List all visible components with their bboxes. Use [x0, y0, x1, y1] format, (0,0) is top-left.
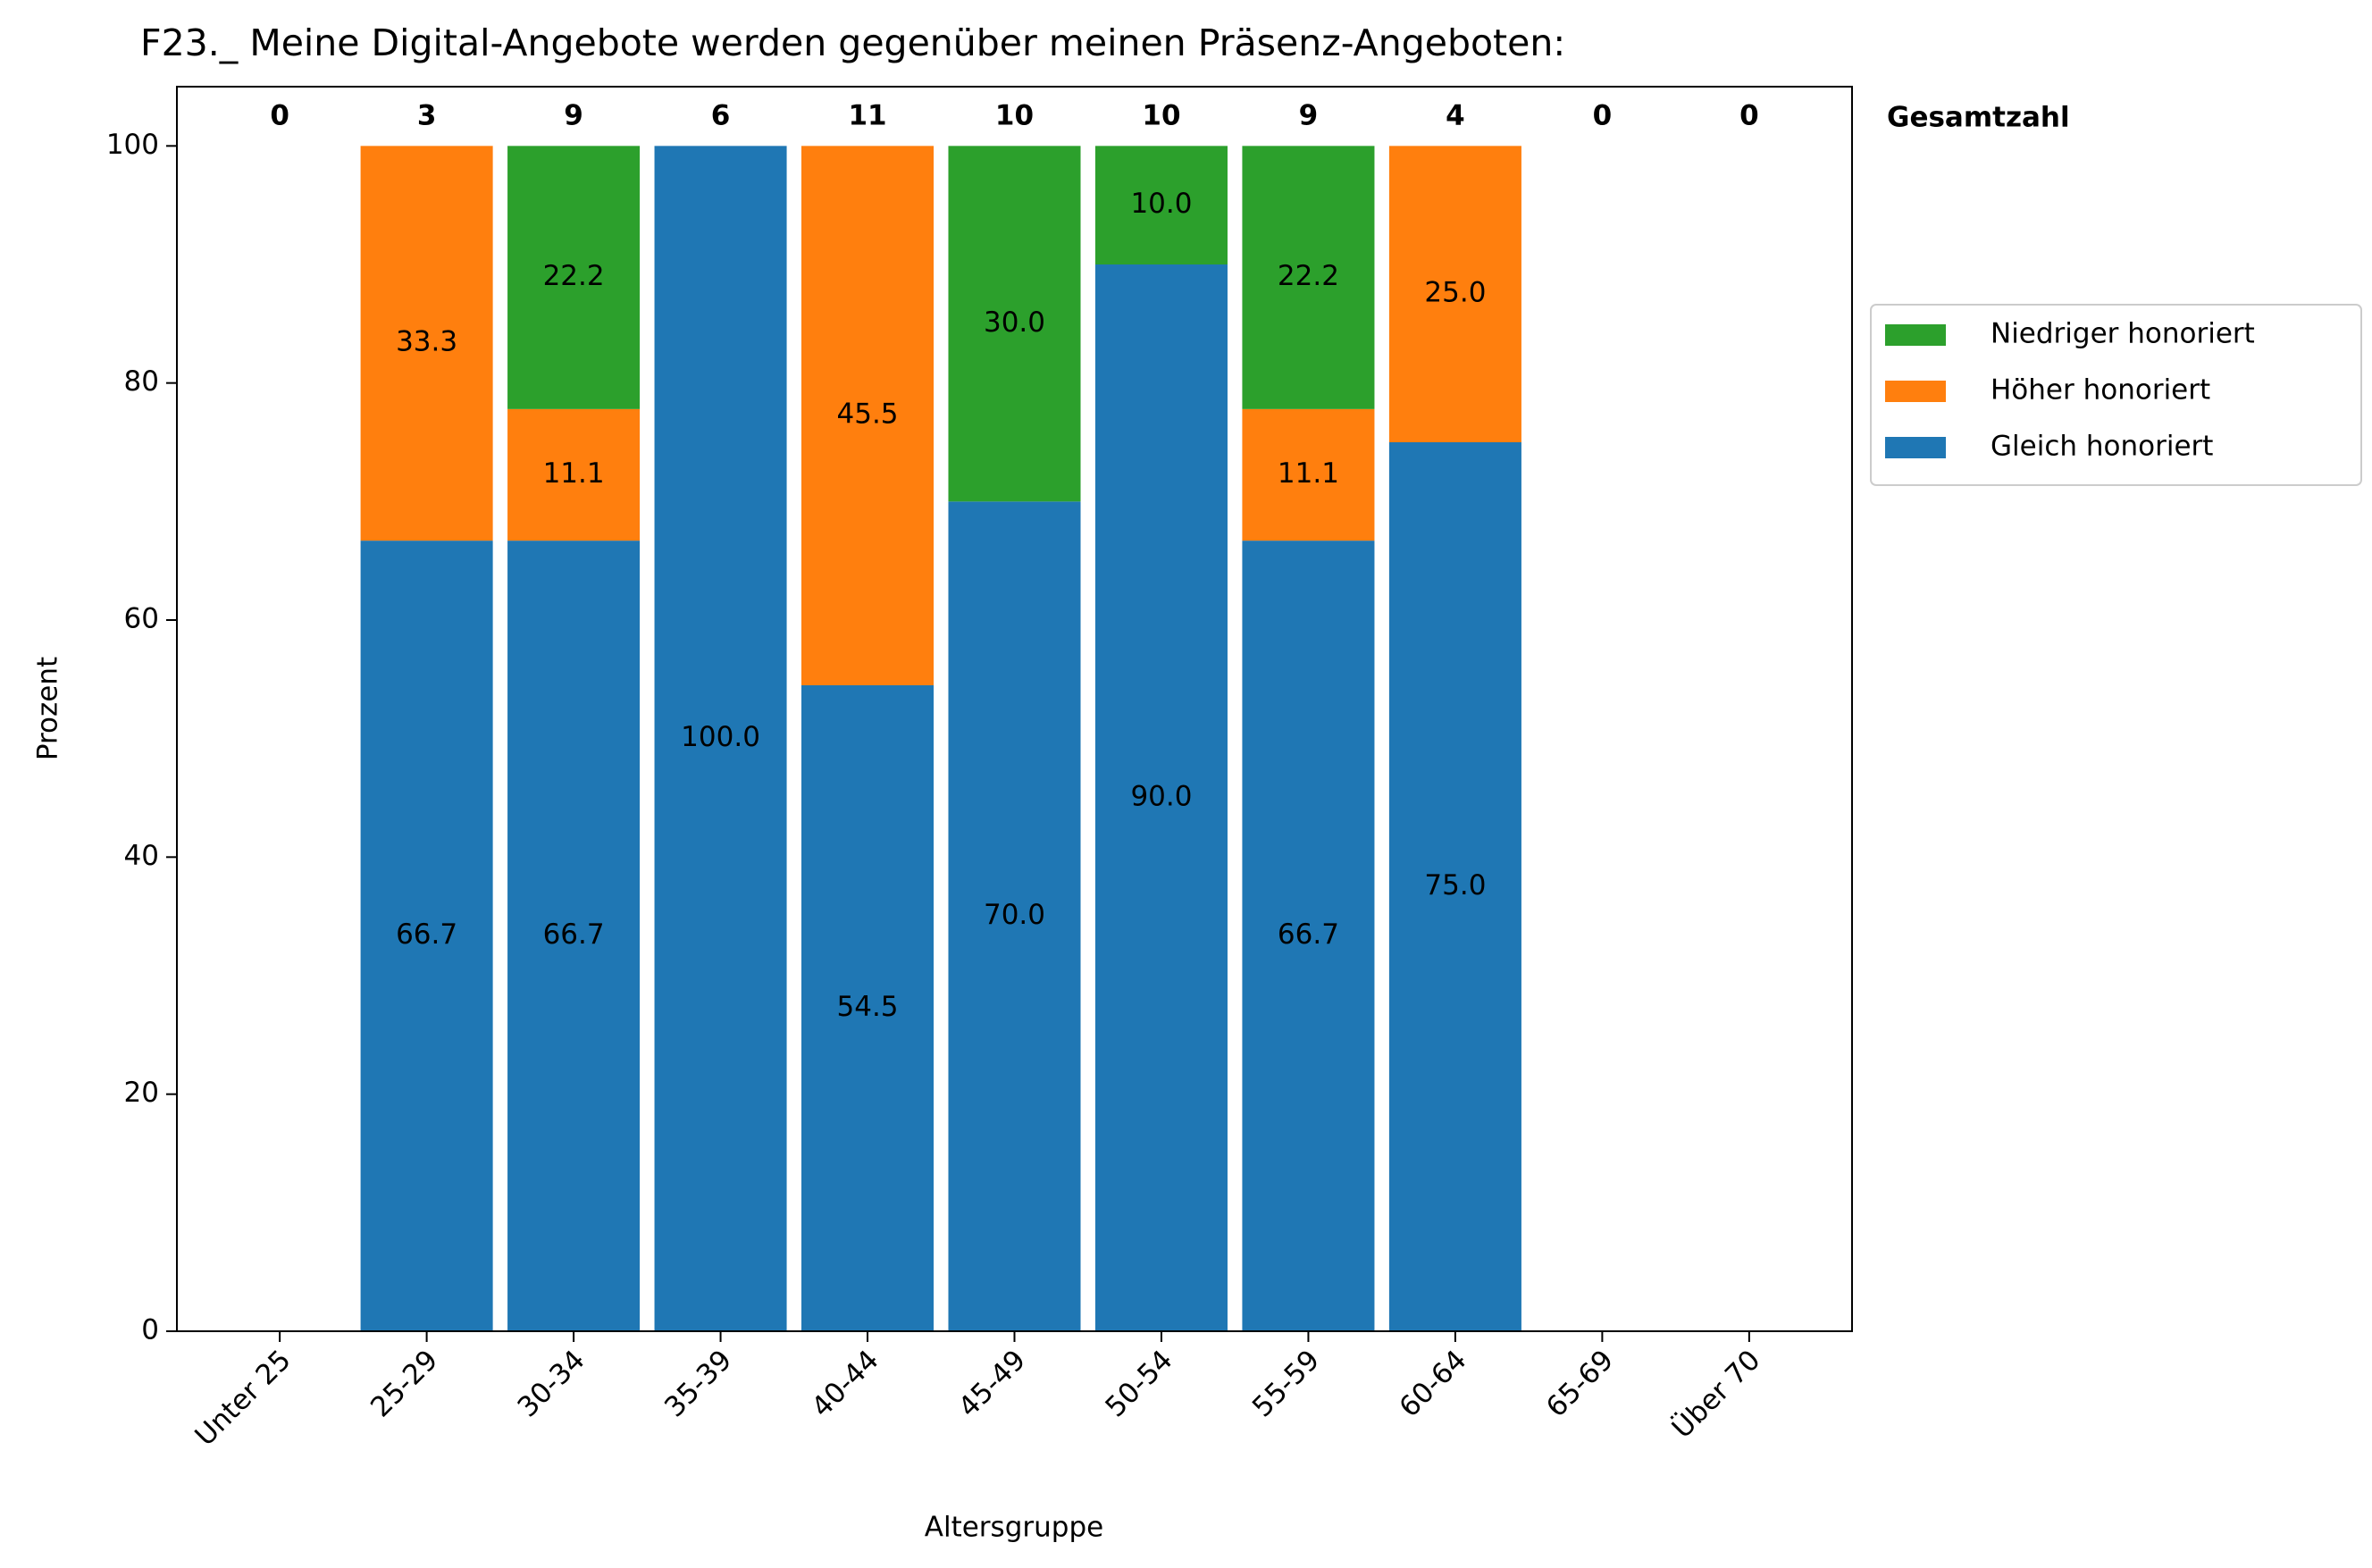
total-label: 0 — [1593, 100, 1613, 132]
bar-segment — [1094, 264, 1228, 1331]
total-label: 9 — [1299, 100, 1319, 132]
y-tick-label: 100 — [106, 129, 159, 161]
total-label: 0 — [1739, 100, 1759, 132]
bar-segment — [1242, 408, 1375, 541]
total-label: 0 — [270, 100, 289, 132]
data-label: 30.0 — [984, 306, 1045, 339]
bar-segment — [1388, 146, 1521, 443]
total-label: 10 — [995, 100, 1034, 132]
x-axis-label: Altersgruppe — [925, 1512, 1103, 1544]
total-label: 11 — [848, 100, 886, 132]
bar-segment — [801, 684, 935, 1331]
total-label: 9 — [564, 100, 583, 132]
bar-segment — [360, 146, 493, 541]
legend-swatch — [1885, 324, 1946, 346]
data-label: 22.2 — [543, 260, 605, 292]
totals-heading: Gesamtzahl — [1887, 102, 2070, 134]
bar-segment — [1094, 146, 1228, 264]
total-label: 6 — [711, 100, 731, 132]
bar-segment — [360, 541, 493, 1331]
data-label: 11.1 — [1278, 457, 1339, 490]
bar-segment — [507, 408, 641, 541]
y-tick-label: 80 — [124, 365, 159, 398]
plot-frame — [176, 86, 1853, 1332]
total-label: 10 — [1142, 100, 1180, 132]
data-label: 66.7 — [1278, 918, 1339, 951]
data-label: 66.7 — [396, 918, 457, 951]
y-tick-label: 20 — [124, 1077, 159, 1109]
total-label: 3 — [417, 100, 437, 132]
y-tick-label: 0 — [141, 1314, 159, 1346]
legend-label: Niedriger honoriert — [1991, 318, 2255, 350]
legend-swatch — [1885, 381, 1946, 402]
data-label: 25.0 — [1424, 277, 1486, 309]
data-label: 33.3 — [396, 326, 457, 358]
bar-segment — [507, 146, 641, 409]
total-label: 4 — [1446, 100, 1465, 132]
bar-segment — [801, 146, 935, 685]
data-label: 22.2 — [1278, 260, 1339, 292]
data-label: 75.0 — [1424, 869, 1486, 901]
legend-label: Höher honoriert — [1991, 374, 2210, 407]
bar-segment — [654, 146, 787, 1331]
bar-segment — [948, 146, 1081, 502]
data-label: 11.1 — [543, 457, 605, 490]
legend-label: Gleich honoriert — [1991, 431, 2213, 463]
legend-box — [1870, 304, 2362, 486]
bar-segment — [1388, 442, 1521, 1331]
y-tick-label: 40 — [124, 840, 159, 872]
data-label: 10.0 — [1130, 188, 1192, 220]
data-label: 100.0 — [681, 721, 760, 753]
y-axis-label: Prozent — [32, 657, 64, 760]
y-tick-label: 60 — [124, 603, 159, 635]
chart-title: F23._ Meine Digital-Angebote werden gege… — [140, 21, 1565, 64]
data-label: 54.5 — [837, 991, 899, 1023]
data-label: 70.0 — [984, 899, 1045, 931]
data-label: 66.7 — [543, 918, 605, 951]
legend-swatch — [1885, 437, 1946, 458]
bar-segment — [1242, 146, 1375, 409]
bar-segment — [507, 541, 641, 1331]
bar-segment — [1242, 541, 1375, 1331]
data-label: 45.5 — [837, 398, 899, 431]
bar-segment — [948, 501, 1081, 1331]
data-label: 90.0 — [1130, 781, 1192, 813]
